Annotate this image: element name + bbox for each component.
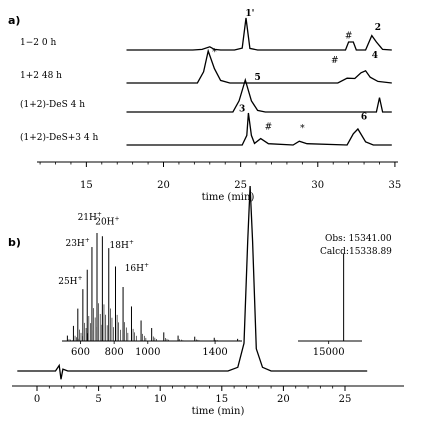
- panel-b-x-axis: 0 5 10 15 20 25: [12, 385, 404, 405]
- esi-tick-label: 1000: [135, 347, 160, 358]
- deconv-calculated-mass: Calcd:15338.89: [320, 247, 392, 257]
- peak-label-2-3: 4: [372, 51, 378, 61]
- peak-label-2-2: #: [331, 56, 339, 66]
- panel-b-tick-label: 20: [277, 394, 290, 405]
- panel-a-tick-label: 20: [157, 180, 170, 191]
- trace-1: 1−2 0 h 1' #2: [20, 9, 392, 51]
- panel-a-tick-label: 30: [311, 180, 324, 191]
- panel-a-x-axis-label: time (min): [202, 192, 255, 203]
- peak-label-3-1: 5: [254, 73, 260, 83]
- trace-1-line: [126, 17, 392, 51]
- charge-state-sup: +: [129, 239, 134, 246]
- panel-a-tick-label: 25: [234, 180, 247, 191]
- panel-b-x-axis-label: time (min): [192, 406, 245, 417]
- panel-b-tick-label: 25: [339, 394, 352, 405]
- deconv-tick-label: 15000: [313, 347, 345, 358]
- trace-4-name: (1+2)-DeS+3 4 h: [20, 132, 98, 143]
- charge-state-label: 20H+: [95, 215, 119, 227]
- esi-tick-label: 1400: [202, 347, 227, 358]
- esi-tick-label: 800: [105, 347, 124, 358]
- deconvoluted-ms-inset: 15000 Obs: 15341.00 Calcd:15338.89: [298, 234, 392, 358]
- peak-label-4-4: 6: [361, 112, 367, 122]
- deconv-observed-mass: Obs: 15341.00: [325, 234, 392, 244]
- charge-state-sup: +: [85, 237, 90, 244]
- panel-b-label: b): [8, 236, 21, 249]
- panel-b-tick-label: 15: [215, 394, 228, 405]
- charge-state-sup: +: [97, 211, 102, 218]
- peak-label-1-2: #: [345, 31, 353, 41]
- charge-state-label: 18H+: [110, 239, 134, 251]
- charge-state-sup: +: [144, 262, 149, 269]
- panel-b-tick-label: 0: [34, 394, 40, 405]
- peak-label-4-2: #: [265, 123, 273, 133]
- peak-label-4-3: *: [300, 124, 305, 134]
- panel-b-trace-line: [17, 185, 368, 380]
- charge-state-label: 21H+: [78, 211, 102, 223]
- panel-b-chromatogram: 0 5 10 15 20 25 time (min) 600 800 1000 1400 21H+…: [12, 185, 404, 417]
- trace-3: (1+2)-DeS 4 h 5: [20, 73, 392, 113]
- charge-state-sup: +: [78, 275, 83, 282]
- peak-label-1-1: 1': [245, 9, 254, 19]
- charge-state-label: 16H+: [125, 262, 149, 274]
- trace-3-name: (1+2)-DeS 4 h: [20, 99, 85, 110]
- panel-b-tick-label: 10: [154, 394, 167, 405]
- panel-b-tick-label: 5: [95, 394, 101, 405]
- trace-4-line: [126, 112, 392, 146]
- trace-2-name: 1+2 48 h: [20, 71, 62, 81]
- trace-4: (1+2)-DeS+3 4 h 3 # * 6: [20, 104, 392, 146]
- charge-state-label: 25H+: [58, 275, 82, 287]
- panel-a-x-axis: 15 20 25 30 35: [37, 161, 402, 191]
- peak-label-1-3: 2: [375, 23, 381, 33]
- peak-label-4-1: 3: [239, 104, 245, 114]
- trace-2-line: [126, 48, 392, 84]
- peak-label-2-1: *: [212, 48, 217, 58]
- charge-state-sup: +: [115, 215, 120, 222]
- panel-a-label: a): [8, 14, 20, 27]
- panel-a-chromatograms: 1−2 0 h1'#21+2 48 h*#4(1+2)-DeS 4 h5(1+2…: [20, 9, 401, 203]
- esi-ms-inset: 600 800 1000 1400 21H+20H+ 23H+ 18H+ 16H+ 25H+: [58, 211, 242, 358]
- trace-3-line: [126, 77, 392, 113]
- trace-1-name: 1−2 0 h: [20, 38, 56, 48]
- panel-a-tick-label: 15: [80, 180, 93, 191]
- trace-2: 1+2 48 h * #4: [20, 48, 392, 84]
- panel-a-tick-label: 35: [389, 180, 402, 191]
- charge-state-label: 23H+: [65, 237, 89, 249]
- esi-tick-label: 600: [71, 347, 90, 358]
